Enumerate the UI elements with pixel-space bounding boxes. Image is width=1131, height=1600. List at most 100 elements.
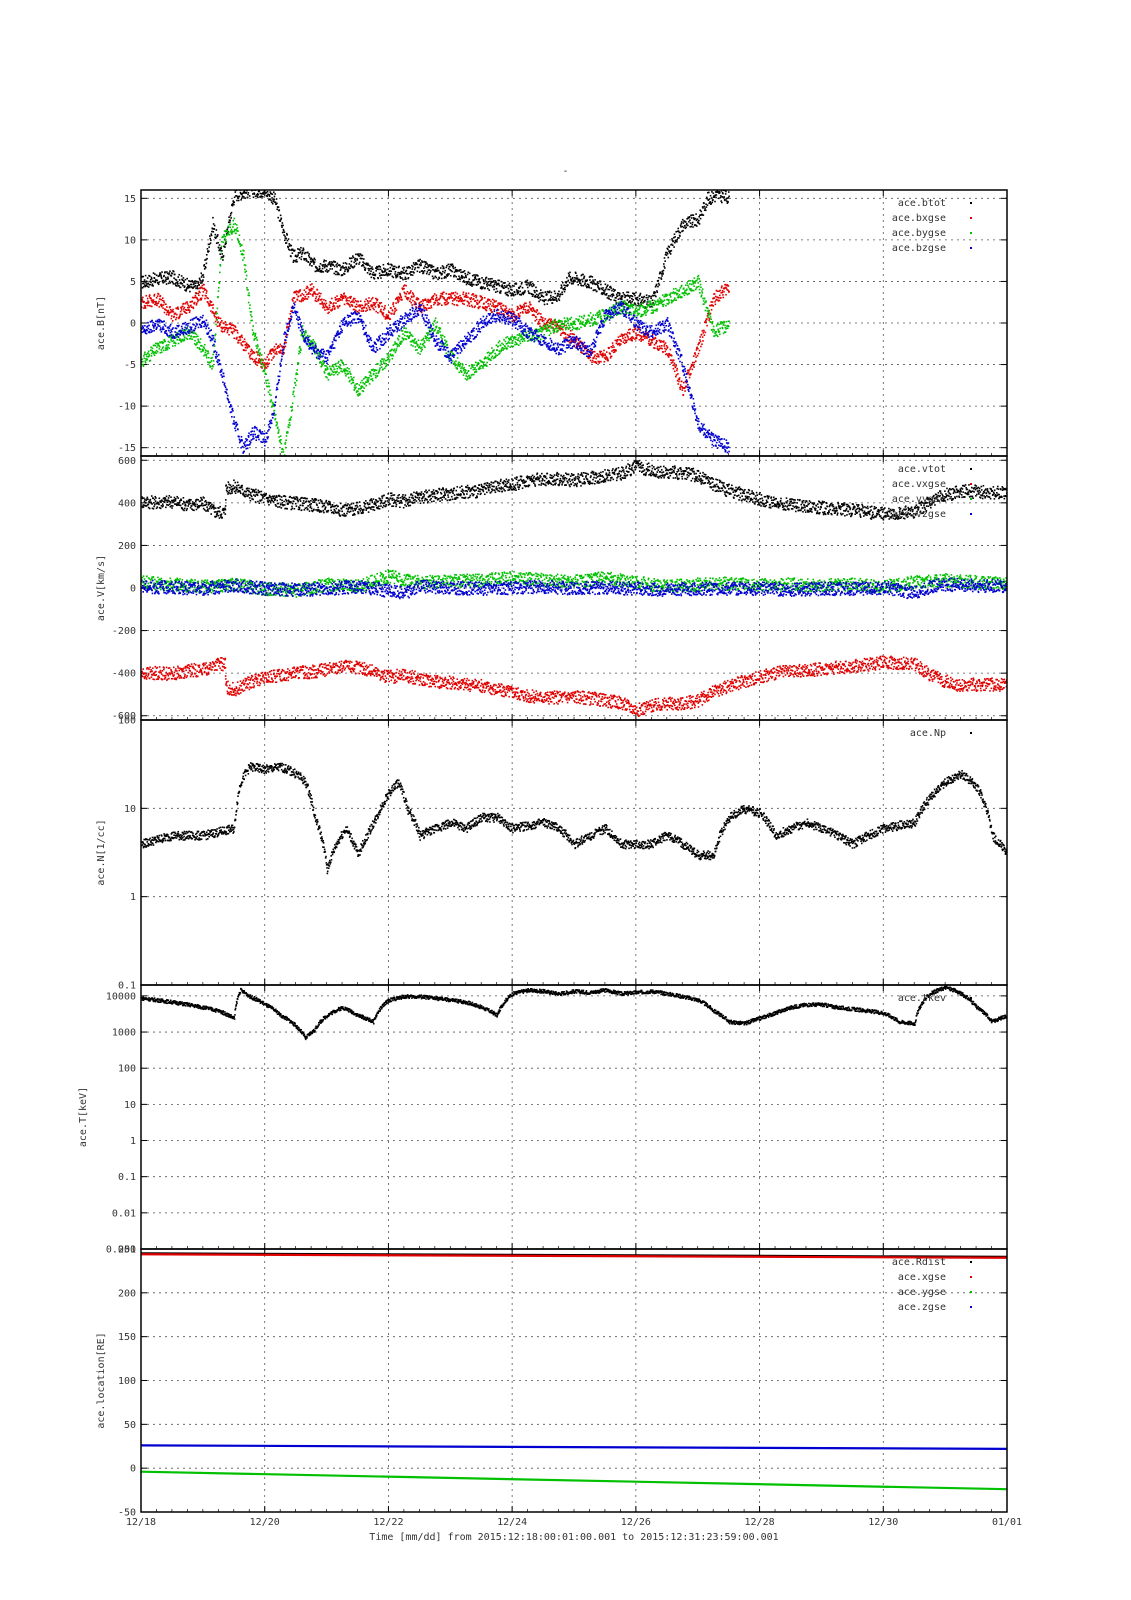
data-point [622,305,625,308]
data-point [156,304,158,307]
data-point [650,338,653,341]
data-point [235,329,237,331]
data-point [221,253,224,255]
data-point [567,284,569,286]
data-point [499,292,502,294]
data-point [369,374,371,377]
data-point [201,274,204,276]
data-point [203,268,206,270]
data-point [576,337,579,340]
data-point [545,323,547,326]
data-point [584,324,586,327]
data-point [407,297,410,299]
data-point [319,362,321,364]
data-point [298,346,301,349]
data-point [192,286,195,288]
data-point [420,300,422,303]
data-point [647,336,649,338]
data-point [627,291,630,294]
data-point [336,367,339,370]
data-point [685,385,687,388]
data-point [578,315,581,318]
data-point [191,330,194,333]
data-point [625,312,628,314]
data-point [443,291,445,294]
data-point [299,249,301,251]
data-point [294,260,296,262]
data-point [310,341,313,344]
data-point [374,374,377,377]
data-point [575,278,577,280]
data-point [594,354,596,356]
data-point [482,367,484,369]
data-point [601,288,604,291]
data-point [445,266,448,269]
data-point [597,286,599,289]
data-point [534,294,537,297]
data-point [402,269,405,271]
data-point [343,303,346,306]
data-point [303,257,305,260]
data-point [268,352,271,355]
data-point [282,451,285,453]
data-point [516,291,518,293]
data-point [261,359,264,361]
data-point [615,297,617,299]
data-point [613,310,616,313]
data-point [197,281,200,283]
data-point [320,303,323,305]
data-point [366,381,368,383]
data-point [184,302,186,305]
data-point [352,255,354,257]
data-point [341,294,343,297]
data-point [328,261,331,263]
data-point [468,374,470,377]
data-point [575,339,577,341]
data-point [473,306,476,309]
data-point [472,373,475,376]
data-point [608,298,610,300]
data-point [592,280,595,283]
data-point [379,367,381,369]
data-point [297,362,300,364]
data-point [299,289,302,291]
data-point [255,357,258,360]
data-point [392,305,395,308]
data-point [520,283,523,285]
data-point [688,216,691,218]
data-point [277,216,280,219]
data-point [426,303,429,306]
data-point [247,343,249,346]
data-point [567,319,570,322]
data-point [271,401,274,404]
data-point [270,394,272,397]
data-point [166,348,169,351]
data-point [306,251,309,254]
data-point [650,342,652,344]
data-point [507,345,509,347]
data-point [351,377,353,380]
data-point [719,196,722,199]
data-point [322,360,324,363]
data-point [327,308,330,310]
data-point [404,276,407,279]
data-point [277,345,280,347]
data-point [405,269,408,272]
data-point [627,311,629,314]
data-point [315,351,318,354]
data-point [353,261,355,264]
data-point [291,310,293,312]
data-point [506,336,509,338]
data-point [269,191,272,193]
data-point [183,306,186,309]
data-point [482,278,485,281]
data-point [401,330,404,332]
data-point [166,306,168,308]
data-point [312,295,314,297]
data-point [698,219,700,222]
data-point [624,333,626,335]
data-point [144,274,147,277]
data-point [591,283,594,285]
data-point [482,286,484,288]
data-point [358,309,361,312]
